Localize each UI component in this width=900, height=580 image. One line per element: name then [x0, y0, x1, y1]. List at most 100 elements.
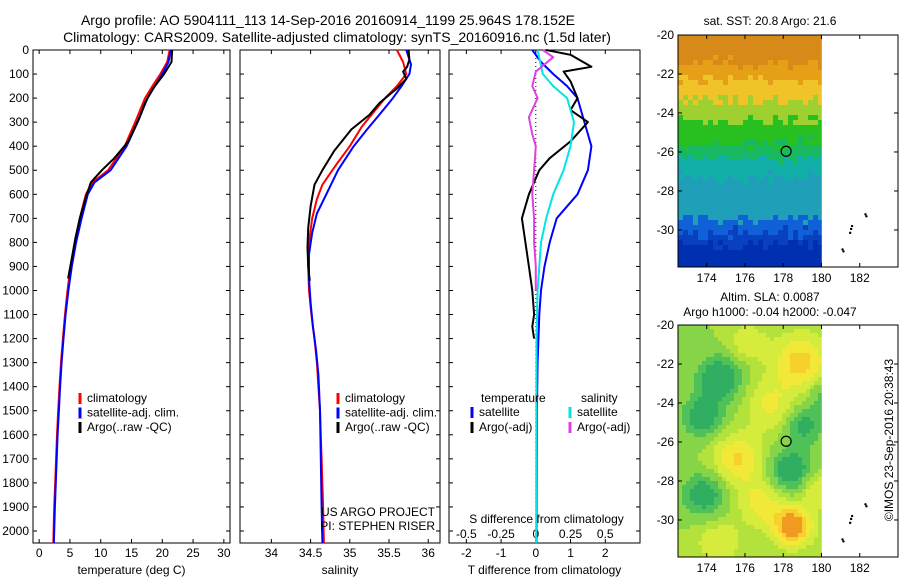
heatmap-cell: [734, 529, 739, 534]
heatmap-cell: [818, 150, 822, 156]
heatmap-cell: [803, 230, 809, 236]
heatmap-cell: [808, 265, 814, 268]
heatmap-cell: [808, 220, 814, 226]
heatmap-cell: [778, 373, 783, 378]
heatmap-cell: [722, 457, 727, 462]
heatmap-cell: [762, 449, 767, 454]
heatmap-cell: [693, 40, 699, 46]
heatmap-cell: [708, 220, 714, 226]
heatmap-cell: [702, 457, 707, 462]
heatmap-cell: [686, 421, 691, 426]
heatmap-cell: [763, 35, 769, 41]
heatmap-cell: [698, 525, 703, 530]
heatmap-cell: [773, 55, 779, 61]
heatmap-cell: [748, 145, 754, 151]
heatmap-cell: [778, 553, 783, 558]
heatmap-cell: [754, 357, 759, 362]
heatmap-cell: [714, 401, 719, 406]
heatmap-cell: [726, 517, 731, 522]
heatmap-cell: [750, 445, 755, 450]
heatmap-cell: [762, 457, 767, 462]
heatmap-cell: [743, 60, 749, 66]
heatmap-cell: [713, 140, 719, 146]
heatmap-cell: [746, 453, 751, 458]
heatmap-cell: [790, 501, 795, 506]
heatmap-cell: [738, 345, 743, 350]
heatmap-cell: [786, 333, 791, 338]
y-tick-label: 600: [9, 187, 29, 201]
heatmap-cell: [734, 481, 739, 486]
heatmap-cell: [690, 533, 695, 538]
heatmap-cell: [703, 110, 709, 116]
heatmap-cell: [742, 401, 747, 406]
heatmap-cell: [746, 517, 751, 522]
heatmap-cell: [813, 70, 819, 76]
heatmap-cell: [786, 353, 791, 358]
heatmap-cell: [788, 70, 794, 76]
heatmap-cell: [683, 35, 689, 41]
heatmap-cell: [778, 453, 783, 458]
heatmap-cell: [708, 35, 714, 41]
heatmap-cell: [730, 397, 735, 402]
heatmap-cell: [782, 445, 787, 450]
heatmap-cell: [770, 353, 775, 358]
heatmap-cell: [678, 190, 684, 196]
heatmap-cell: [718, 493, 723, 498]
heatmap-cell: [793, 95, 799, 101]
heatmap-cell: [770, 457, 775, 462]
heatmap-cell: [723, 35, 729, 41]
y-tick-label: 1000: [2, 283, 29, 297]
heatmap-cell: [678, 210, 684, 216]
heatmap-cell: [754, 529, 759, 534]
heatmap-cell: [770, 469, 775, 474]
heatmap-cell: [758, 409, 763, 414]
heatmap-cell: [803, 120, 809, 126]
heatmap-cell: [730, 329, 735, 334]
heatmap-cell: [683, 145, 689, 151]
heatmap-cell: [683, 240, 689, 246]
heatmap-cell: [748, 195, 754, 201]
heatmap-cell: [766, 517, 771, 522]
heatmap-cell: [762, 341, 767, 346]
heatmap-cell: [786, 441, 791, 446]
heatmap-cell: [783, 240, 789, 246]
heatmap-cell: [694, 545, 699, 550]
heatmap-cell: [748, 40, 754, 46]
heatmap-cell: [753, 135, 759, 141]
heatmap-cell: [793, 200, 799, 206]
heatmap-cell: [682, 361, 687, 366]
heatmap-cell: [774, 521, 779, 526]
heatmap-cell: [763, 145, 769, 151]
heatmap-cell: [694, 345, 699, 350]
heatmap-cell: [803, 255, 809, 261]
heatmap-cell: [738, 489, 743, 494]
heatmap-cell: [813, 170, 819, 176]
heatmap-cell: [818, 489, 822, 494]
heatmap-cell: [698, 200, 704, 206]
heatmap-cell: [738, 409, 743, 414]
heatmap-cell: [730, 481, 735, 486]
heatmap-cell: [754, 537, 759, 542]
heatmap-cell: [748, 140, 754, 146]
y-tick-label: 1100: [3, 308, 29, 322]
heatmap-cell: [778, 90, 784, 96]
heatmap-cell: [768, 45, 774, 51]
heatmap-cell: [818, 357, 822, 362]
heatmap-cell: [688, 240, 694, 246]
heatmap-cell: [754, 553, 759, 558]
heatmap-cell: [813, 175, 819, 181]
heatmap-cell: [753, 185, 759, 191]
heatmap-cell: [686, 381, 691, 386]
heatmap-cell: [783, 245, 789, 251]
heatmap-cell: [682, 493, 687, 498]
heatmap-cell: [778, 170, 784, 176]
heatmap-cell: [790, 409, 795, 414]
heatmap-cell: [730, 441, 735, 446]
heatmap-cell: [742, 537, 747, 542]
heatmap-cell: [738, 497, 743, 502]
heatmap-cell: [686, 541, 691, 546]
heatmap-cell: [788, 220, 794, 226]
heatmap-cell: [782, 461, 787, 466]
heatmap-cell: [698, 180, 704, 186]
heatmap-cell: [690, 457, 695, 462]
